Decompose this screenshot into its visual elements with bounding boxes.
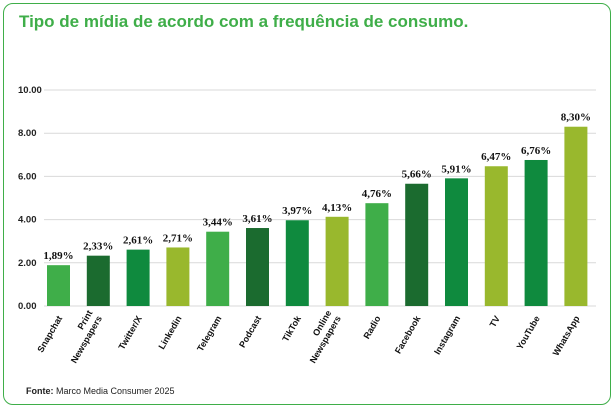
bar — [484, 166, 508, 306]
x-label: Radio — [361, 314, 382, 341]
data-label: 4,76% — [362, 188, 392, 200]
y-tick-label: 10.00 — [18, 85, 42, 96]
source-label: Fonte: — [26, 386, 54, 396]
x-label: TikTok — [280, 313, 303, 343]
y-tick-label: 8.00 — [18, 128, 37, 139]
x-label: Twitter/X — [116, 314, 143, 351]
x-tick-label: TikTok — [280, 313, 303, 343]
data-label: 3,97% — [282, 205, 312, 217]
x-tick-label: Telegram — [195, 314, 223, 353]
bar — [564, 126, 588, 306]
x-tick-label: Linkedin — [156, 314, 183, 351]
x-tick-label: TV — [488, 314, 502, 329]
x-tick-label: Twitter/X — [116, 314, 143, 351]
y-axis-ticks: 0.00 2.00 4.00 6.00 8.00 10.00 — [18, 85, 42, 312]
y-tick-label: 0.00 — [18, 301, 37, 312]
data-label: 6,47% — [481, 151, 511, 163]
x-label: YouTube — [515, 314, 542, 351]
x-label: Facebook — [393, 313, 423, 355]
x-label: Snapchat — [35, 314, 64, 354]
chart-title: Tipo de mídia de acordo com a frequência… — [19, 12, 469, 31]
x-tick-label: Facebook — [393, 313, 423, 355]
data-label: 4,13% — [322, 202, 352, 214]
data-label: 5,91% — [441, 163, 471, 175]
y-tick-label: 6.00 — [18, 171, 37, 182]
bar — [285, 220, 309, 306]
x-label: Telegram — [195, 314, 223, 353]
x-label: Linkedin — [156, 314, 183, 351]
bar — [206, 231, 230, 306]
y-tick-label: 2.00 — [18, 258, 37, 269]
bar — [246, 228, 269, 306]
bar — [524, 159, 548, 306]
x-tick-label: Radio — [361, 314, 382, 341]
data-label: 2,33% — [83, 241, 113, 253]
y-tick-label: 4.00 — [18, 215, 37, 226]
data-label: 6,76% — [521, 145, 551, 157]
chart-frame — [3, 3, 611, 405]
x-label: Podcast — [237, 314, 263, 349]
data-label: 2,71% — [163, 232, 193, 244]
bar — [86, 255, 110, 306]
bar — [405, 183, 429, 306]
bar — [126, 249, 150, 306]
x-label: Instagram — [432, 314, 462, 356]
x-tick-label: Podcast — [237, 314, 263, 349]
x-tick-label: YouTube — [515, 314, 542, 351]
bars-group — [47, 126, 588, 306]
data-label: 8,30% — [561, 112, 591, 124]
data-label: 2,61% — [123, 235, 153, 247]
bar — [47, 265, 70, 306]
bar — [325, 216, 349, 306]
data-label: 5,66% — [402, 169, 432, 181]
source-note: Fonte: Marco Media Consumer 2025 — [26, 386, 175, 396]
data-label: 3,44% — [203, 217, 233, 229]
x-tick-label: Instagram — [432, 314, 462, 356]
x-tick-label: WhatsApp — [551, 314, 582, 358]
data-label: 3,61% — [242, 213, 272, 225]
source-text: Marco Media Consumer 2025 — [53, 386, 175, 396]
x-label: WhatsApp — [551, 314, 582, 358]
bar — [365, 203, 389, 306]
x-label: TV — [488, 314, 502, 329]
data-labels-group: 1,89% 2,33% 2,61% 2,71% 3,44% 3,61% 3,97% 4,13%… — [43, 112, 591, 262]
bar — [166, 247, 190, 306]
bar — [445, 178, 468, 306]
x-tick-label: Snapchat — [35, 314, 64, 354]
data-label: 1,89% — [43, 250, 73, 262]
